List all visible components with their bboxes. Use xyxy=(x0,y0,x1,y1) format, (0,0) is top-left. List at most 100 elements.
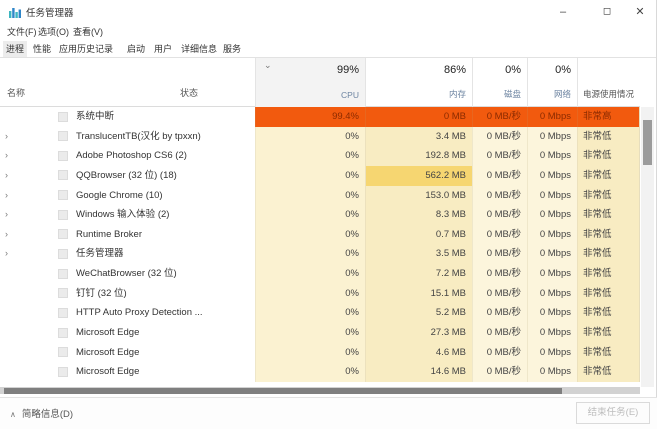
status-cell xyxy=(180,146,255,166)
cpu-cell: 0% xyxy=(255,303,365,324)
power-cell: 非常低 xyxy=(577,283,640,304)
maximize-button[interactable]: ◻ xyxy=(602,6,612,17)
process-name: Microsoft Edge xyxy=(76,327,140,339)
status-cell xyxy=(180,225,255,245)
chevron-right-icon[interactable]: › xyxy=(5,150,8,161)
vertical-scrollbar-thumb[interactable] xyxy=(643,120,652,165)
memory-cell: 3.4 MB xyxy=(365,126,472,147)
network-cell: 0 Mbps xyxy=(527,303,577,324)
menu-view[interactable]: 查看(V) xyxy=(73,27,103,37)
power-cell: 非常低 xyxy=(577,342,640,363)
footer-divider xyxy=(0,397,657,398)
horizontal-scrollbar-thumb[interactable] xyxy=(4,387,562,394)
disk-column-header[interactable]: 0% 磁盘 xyxy=(472,58,527,107)
table-row[interactable]: Microsoft Edge 0% 4.6 MB 0 MB/秒 0 Mbps 非… xyxy=(0,342,640,363)
process-name: HTTP Auto Proxy Detection ... xyxy=(76,307,203,319)
cpu-column-header[interactable]: ⌄ 99% CPU xyxy=(255,58,365,107)
chevron-right-icon[interactable]: › xyxy=(5,209,8,220)
disk-cell: 0 MB/秒 xyxy=(472,224,527,245)
table-row[interactable]: › Runtime Broker 0% 0.7 MB 0 MB/秒 0 Mbps… xyxy=(0,224,640,245)
table-row[interactable]: › 任务管理器 0% 3.5 MB 0 MB/秒 0 Mbps 非常低 xyxy=(0,244,640,265)
table-row[interactable]: WeChatBrowser (32 位) 0% 7.2 MB 0 MB/秒 0 … xyxy=(0,264,640,284)
name-cell: WeChatBrowser (32 位) xyxy=(0,264,180,284)
tab-users[interactable]: 用户 xyxy=(154,44,173,54)
chevron-right-icon[interactable]: › xyxy=(5,169,8,180)
status-cell xyxy=(180,244,255,264)
table-row[interactable]: 钉钉 (32 位) 0% 15.1 MB 0 MB/秒 0 Mbps 非常低 xyxy=(0,283,640,304)
tab-startup[interactable]: 启动 xyxy=(127,44,146,54)
table-row[interactable]: Microsoft Edge 0% 14.6 MB 0 MB/秒 0 Mbps … xyxy=(0,362,640,382)
cpu-cell: 0% xyxy=(255,146,365,166)
table-row[interactable]: › TranslucentTB(汉化 by tpxxn) 0% 3.4 MB 0… xyxy=(0,126,640,147)
table-row[interactable]: HTTP Auto Proxy Detection ... 0% 5.2 MB … xyxy=(0,303,640,324)
name-cell: › QQBrowser (32 位) (18) xyxy=(0,166,180,186)
chevron-up-icon: ∧ xyxy=(10,410,16,419)
cpu-cell: 0% xyxy=(255,264,365,284)
app-icon-placeholder xyxy=(58,327,68,338)
table-row[interactable]: 系统中断 99.4% 0 MB 0 MB/秒 0 Mbps 非常高 xyxy=(0,107,640,127)
network-cell: 0 Mbps xyxy=(527,126,577,147)
network-cell: 0 Mbps xyxy=(527,146,577,166)
table-row[interactable]: › Adobe Photoshop CS6 (2) 0% 192.8 MB 0 … xyxy=(0,146,640,166)
memory-total-percent: 86% xyxy=(443,64,466,76)
status-cell xyxy=(180,127,255,147)
app-icon-placeholder xyxy=(58,347,68,358)
disk-cell: 0 MB/秒 xyxy=(472,283,527,304)
horizontal-scrollbar[interactable] xyxy=(0,387,640,394)
chevron-right-icon[interactable]: › xyxy=(5,228,8,239)
table-row[interactable]: › QQBrowser (32 位) (18) 0% 562.2 MB 0 MB… xyxy=(0,165,640,186)
table-row[interactable]: › Windows 输入体验 (2) 0% 8.3 MB 0 MB/秒 0 Mb… xyxy=(0,205,640,225)
process-name: 任务管理器 xyxy=(76,248,124,260)
tab-details[interactable]: 详细信息 xyxy=(181,44,218,54)
chevron-right-icon[interactable]: › xyxy=(5,189,8,200)
chevron-right-icon[interactable]: › xyxy=(5,248,8,259)
table-row[interactable]: › Google Chrome (10) 0% 153.0 MB 0 MB/秒 … xyxy=(0,185,640,206)
menu-file[interactable]: 文件(F) xyxy=(7,27,37,37)
memory-cell: 0.7 MB xyxy=(365,224,472,245)
name-cell: › Adobe Photoshop CS6 (2) xyxy=(0,146,187,166)
tab-services[interactable]: 服务 xyxy=(223,44,242,54)
disk-cell: 0 MB/秒 xyxy=(472,107,527,127)
name-cell: › Windows 输入体验 (2) xyxy=(0,205,180,225)
tab-performance[interactable]: 性能 xyxy=(33,44,52,54)
vertical-scrollbar[interactable] xyxy=(641,107,654,387)
memory-cell: 7.2 MB xyxy=(365,264,472,284)
app-icon-placeholder xyxy=(58,288,68,299)
cpu-cell: 0% xyxy=(255,165,365,186)
power-column-header[interactable]: 电源使用情况 xyxy=(577,58,639,107)
power-cell: 非常低 xyxy=(577,126,640,147)
minimize-button[interactable]: – xyxy=(559,6,567,18)
disk-cell: 0 MB/秒 xyxy=(472,185,527,206)
tab-processes[interactable]: 进程 xyxy=(3,41,28,57)
cpu-cell: 0% xyxy=(255,126,365,147)
fewer-details-toggle[interactable]: ∧ 简略信息(D) xyxy=(10,406,73,420)
memory-cell: 15.1 MB xyxy=(365,283,472,304)
disk-cell: 0 MB/秒 xyxy=(472,362,527,382)
memory-cell: 153.0 MB xyxy=(365,185,472,206)
process-name: QQBrowser (32 位) (18) xyxy=(76,169,177,181)
process-list: 系统中断 99.4% 0 MB 0 MB/秒 0 Mbps 非常高 › Tran… xyxy=(0,107,640,382)
memory-cell: 562.2 MB xyxy=(365,165,472,186)
memory-column-header[interactable]: 86% 内存 xyxy=(365,58,472,107)
menu-options[interactable]: 选项(O) xyxy=(38,27,69,37)
chevron-right-icon[interactable]: › xyxy=(5,130,8,141)
disk-cell: 0 MB/秒 xyxy=(472,264,527,284)
process-name: Adobe Photoshop CS6 (2) xyxy=(76,150,187,162)
status-cell xyxy=(180,284,255,304)
process-name: 系统中断 xyxy=(76,111,115,122)
table-row[interactable]: Microsoft Edge 0% 27.3 MB 0 MB/秒 0 Mbps … xyxy=(0,323,640,343)
status-column-header[interactable]: 状态 xyxy=(180,88,199,98)
end-task-button[interactable]: 结束任务(E) xyxy=(576,402,650,424)
memory-cell: 3.5 MB xyxy=(365,244,472,265)
tab-app-history[interactable]: 应用历史记录 xyxy=(59,44,114,54)
network-column-header[interactable]: 0% 网络 xyxy=(527,58,577,107)
power-cell: 非常低 xyxy=(577,224,640,245)
close-button[interactable]: ✕ xyxy=(635,6,645,18)
title-bar: 任务管理器 – ◻ ✕ xyxy=(0,0,656,24)
power-cell: 非常高 xyxy=(577,107,640,127)
app-icon-placeholder xyxy=(58,170,68,181)
name-column-header[interactable]: 名称 xyxy=(7,88,26,98)
menu-bar: 文件(F) 选项(O) 查看(V) xyxy=(0,24,656,40)
